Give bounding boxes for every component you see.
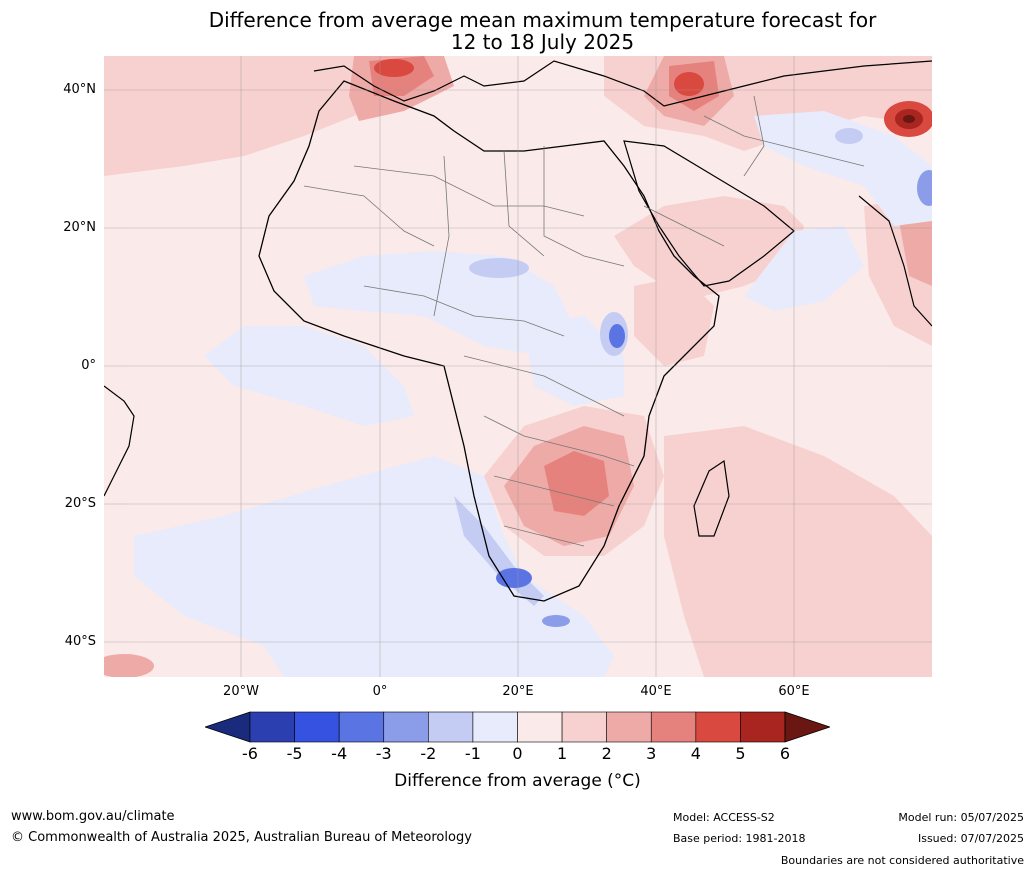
footer-copyright: © Commonwealth of Australia 2025, Austra…	[11, 830, 472, 845]
anomaly-region-plus1-east-africa	[634, 276, 714, 366]
colorbar-tick-label: -4	[331, 744, 348, 763]
anomaly-region-minus1-south-atlantic	[134, 456, 614, 677]
madagascar-coastline	[693, 459, 730, 537]
colorbar-tick-label: 4	[690, 744, 701, 763]
colorbar-tick-label: 6	[779, 744, 791, 763]
anomaly-region-plus1-northwest	[104, 56, 424, 176]
south-america-coastline	[104, 385, 135, 497]
colorbar-bin	[383, 711, 429, 743]
anomaly-region-minus1-arabian-sea	[744, 226, 864, 311]
anomaly-region-minus1-atlantic	[204, 326, 414, 426]
colorbar-tick-label: 1	[556, 744, 568, 763]
title-line-1: Difference from average mean maximum tem…	[208, 8, 877, 32]
graticule	[104, 56, 932, 677]
colorbar-tick-label: -6	[242, 744, 258, 763]
colorbar-bin	[695, 711, 741, 743]
colorbar-tick-label: 0	[512, 744, 523, 763]
colorbar-extend-high	[784, 711, 830, 743]
arabia-coastline	[623, 140, 795, 287]
colorbar	[205, 711, 830, 743]
anomaly-region-plus1-arabia	[614, 196, 804, 296]
colorbar-bin	[294, 711, 340, 743]
lon-label-20w: 20°W	[223, 684, 259, 699]
colorbar-bin	[428, 711, 474, 743]
footer-issued: Issued: 07/07/2025	[917, 832, 1024, 845]
colorbar-tick-label: -2	[420, 744, 437, 763]
forecast-map	[104, 56, 932, 677]
anomaly-region-minus1-congo	[524, 316, 624, 406]
lat-label-40s: 40°S	[64, 634, 96, 649]
anomaly-region-minus1-iran	[754, 111, 932, 226]
colorbar-tick-label: 3	[646, 744, 657, 763]
country-boundaries	[303, 95, 865, 547]
colorbar-bin	[249, 711, 295, 743]
europe-coastline	[313, 60, 932, 107]
lat-label-20n: 20°N	[63, 220, 96, 235]
lon-label-40e: 40°E	[640, 684, 672, 699]
lon-label-20e: 20°E	[502, 684, 534, 699]
anomaly-region-minus2-iran	[917, 170, 932, 206]
anomaly-region-plus1-madagascar	[679, 446, 739, 546]
anomaly-region-minus2-sahel	[469, 258, 529, 278]
colorbar-tick-label: -3	[375, 744, 392, 763]
colorbar-tick-label: 5	[735, 744, 746, 763]
footer-model: Model: ACCESS-S2	[673, 811, 775, 824]
anomaly-region-plus4-caucasus	[674, 72, 704, 96]
lat-label-equator: 0°	[81, 358, 96, 373]
anomaly-region-plus6-central-asia	[903, 115, 915, 123]
lon-label-60e: 60°E	[778, 684, 810, 699]
colorbar-tick-label: 2	[601, 744, 612, 763]
footer-disclaimer: Boundaries are not considered authoritat…	[780, 854, 1024, 867]
anomaly-region-plus2-pakistan	[899, 216, 932, 286]
footer-base-period: Base period: 1981-2018	[673, 832, 806, 845]
anomaly-region-minus2-arabian	[835, 128, 863, 144]
chart-title: Difference from average mean maximum tem…	[0, 9, 1035, 53]
anomaly-region-plus4-europe	[374, 59, 414, 77]
lat-label-20s: 20°S	[64, 496, 96, 511]
anomaly-region-plus3-southern-africa	[544, 451, 609, 516]
title-line-2: 12 to 18 July 2025	[450, 30, 635, 54]
colorbar-bin	[740, 711, 786, 743]
colorbar-bin	[472, 711, 518, 743]
footer-model-run: Model run: 05/07/2025	[898, 811, 1024, 824]
lon-label-0: 0°	[372, 684, 388, 699]
anomaly-region-plus2-southwest	[104, 654, 154, 677]
colorbar-label: Difference from average (°C)	[394, 771, 641, 791]
colorbar-bin	[650, 711, 697, 743]
colorbar-bin	[606, 711, 652, 743]
colorbar-extend-low	[205, 711, 251, 743]
africa-coastline	[258, 80, 720, 602]
footer-url: www.bom.gov.au/climate	[11, 809, 175, 824]
anomaly-region-minus2-south-ocean	[542, 615, 570, 627]
anomaly-region-minus3-ethiopia	[609, 324, 625, 348]
colorbar-bin	[561, 711, 607, 743]
india-coastline	[858, 195, 932, 327]
colorbar-tick-label: -5	[286, 744, 303, 763]
anomaly-region-minus3-namibia	[496, 568, 532, 588]
colorbar-tick-label: -1	[464, 744, 481, 763]
colorbar-bin	[338, 711, 385, 743]
lat-label-40n: 40°N	[63, 82, 96, 97]
colorbar-bin	[517, 711, 563, 743]
